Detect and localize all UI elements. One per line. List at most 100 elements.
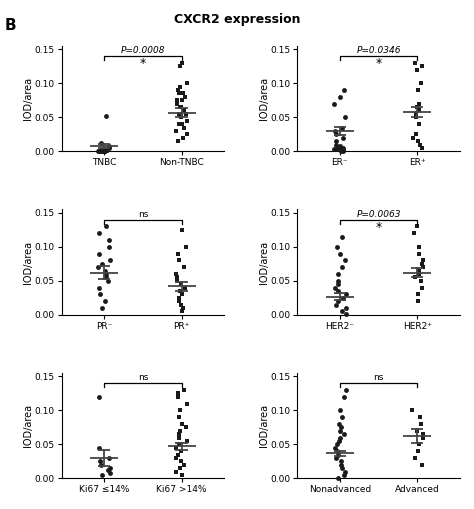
Point [176, 82, 184, 91]
Point [102, 270, 109, 278]
Point [172, 454, 180, 462]
Point [178, 307, 186, 316]
Point [180, 386, 188, 394]
Point [415, 243, 422, 251]
Point [175, 434, 182, 442]
Point [336, 434, 344, 442]
Point [415, 100, 423, 108]
Point [175, 90, 183, 98]
Point [97, 461, 104, 469]
Point [181, 263, 188, 271]
Point [418, 461, 426, 469]
Point [411, 273, 419, 281]
Point [98, 139, 105, 147]
Point [105, 144, 113, 152]
Point [182, 110, 190, 118]
Point [176, 287, 184, 295]
Point [177, 103, 185, 111]
Point [175, 294, 183, 302]
Point [179, 291, 186, 299]
Point [95, 263, 102, 271]
Point [96, 147, 103, 155]
Y-axis label: IOD/area: IOD/area [23, 241, 33, 284]
Point [106, 469, 114, 477]
Point [176, 103, 184, 111]
Text: ns: ns [137, 210, 148, 219]
Point [336, 142, 344, 150]
Point [341, 430, 348, 438]
Point [414, 291, 421, 299]
Point [415, 270, 423, 278]
Point [337, 423, 345, 432]
Point [332, 454, 340, 462]
Point [97, 146, 104, 154]
Point [173, 444, 180, 452]
Point [332, 137, 340, 145]
Point [175, 440, 183, 448]
Point [408, 406, 416, 414]
Point [414, 66, 421, 74]
Point [337, 249, 344, 258]
Point [335, 474, 342, 482]
Point [178, 96, 186, 104]
Point [414, 137, 421, 145]
Point [333, 440, 341, 448]
Point [413, 113, 420, 121]
Text: ns: ns [137, 374, 148, 382]
Point [339, 144, 346, 152]
Point [336, 420, 343, 428]
Point [175, 257, 183, 265]
Point [98, 304, 105, 312]
Point [337, 461, 345, 469]
Point [173, 468, 180, 476]
Point [179, 120, 186, 128]
Point [415, 249, 423, 258]
Point [180, 106, 188, 115]
Point [417, 79, 425, 88]
Point [179, 134, 186, 142]
Point [98, 147, 105, 155]
Point [414, 297, 422, 305]
Point [95, 444, 103, 452]
Point [95, 392, 103, 401]
Point [413, 427, 420, 435]
Point [178, 471, 186, 479]
Point [334, 270, 342, 278]
Point [415, 106, 422, 115]
Point [330, 100, 337, 108]
Point [103, 146, 110, 154]
Point [340, 86, 347, 94]
Point [104, 277, 111, 285]
Point [338, 307, 346, 316]
Point [338, 124, 346, 132]
Point [419, 263, 427, 271]
Point [100, 147, 108, 155]
Point [332, 130, 339, 138]
Point [339, 134, 347, 142]
Point [334, 145, 341, 153]
Point [419, 430, 427, 438]
Point [416, 267, 423, 275]
Point [182, 243, 190, 251]
Point [101, 147, 109, 155]
Point [176, 62, 183, 70]
Point [95, 249, 102, 258]
Point [418, 260, 426, 268]
Point [339, 294, 346, 302]
Point [105, 243, 112, 251]
Point [413, 222, 421, 231]
Text: B: B [5, 18, 17, 33]
Y-axis label: IOD/area: IOD/area [259, 404, 269, 447]
Point [182, 423, 190, 432]
Point [176, 464, 184, 472]
Point [337, 144, 345, 152]
Point [415, 440, 423, 448]
Point [174, 389, 182, 398]
Point [337, 458, 345, 466]
Point [419, 257, 427, 265]
Text: *: * [375, 221, 382, 234]
Point [183, 117, 191, 125]
Point [334, 297, 342, 305]
Point [177, 427, 184, 435]
Point [416, 413, 424, 421]
